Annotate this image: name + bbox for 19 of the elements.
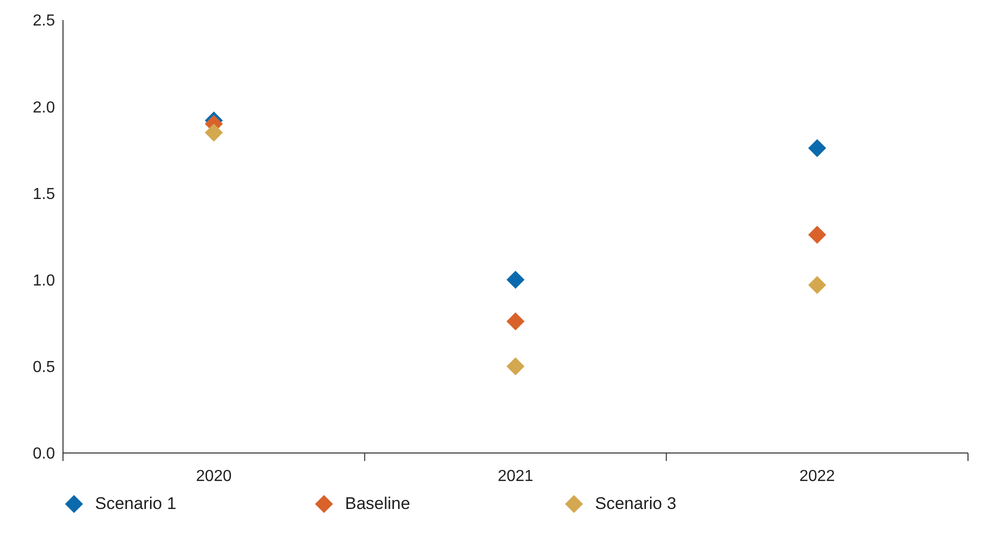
y-tick-label: 0.5 xyxy=(32,359,56,376)
x-tick-label: 2020 xyxy=(196,468,232,485)
legend-label: Baseline xyxy=(345,494,410,514)
point xyxy=(506,270,524,289)
x-tick-label: 2021 xyxy=(498,468,534,485)
x-tick-label: 2022 xyxy=(799,468,836,485)
y-tick-label: 2.5 xyxy=(32,12,56,30)
y-tick-label: 1.5 xyxy=(32,186,56,203)
legend-label: Scenario 1 xyxy=(95,494,176,514)
point xyxy=(506,357,524,376)
y-tick-label: 0.0 xyxy=(32,446,56,463)
point xyxy=(808,276,826,294)
point xyxy=(204,124,223,142)
y-tick-label: 2.0 xyxy=(32,99,56,116)
point xyxy=(808,226,826,244)
point xyxy=(506,312,524,330)
y-tick-label: 1.0 xyxy=(32,272,56,290)
legend-label: Scenario 3 xyxy=(595,494,676,514)
point xyxy=(808,139,826,158)
